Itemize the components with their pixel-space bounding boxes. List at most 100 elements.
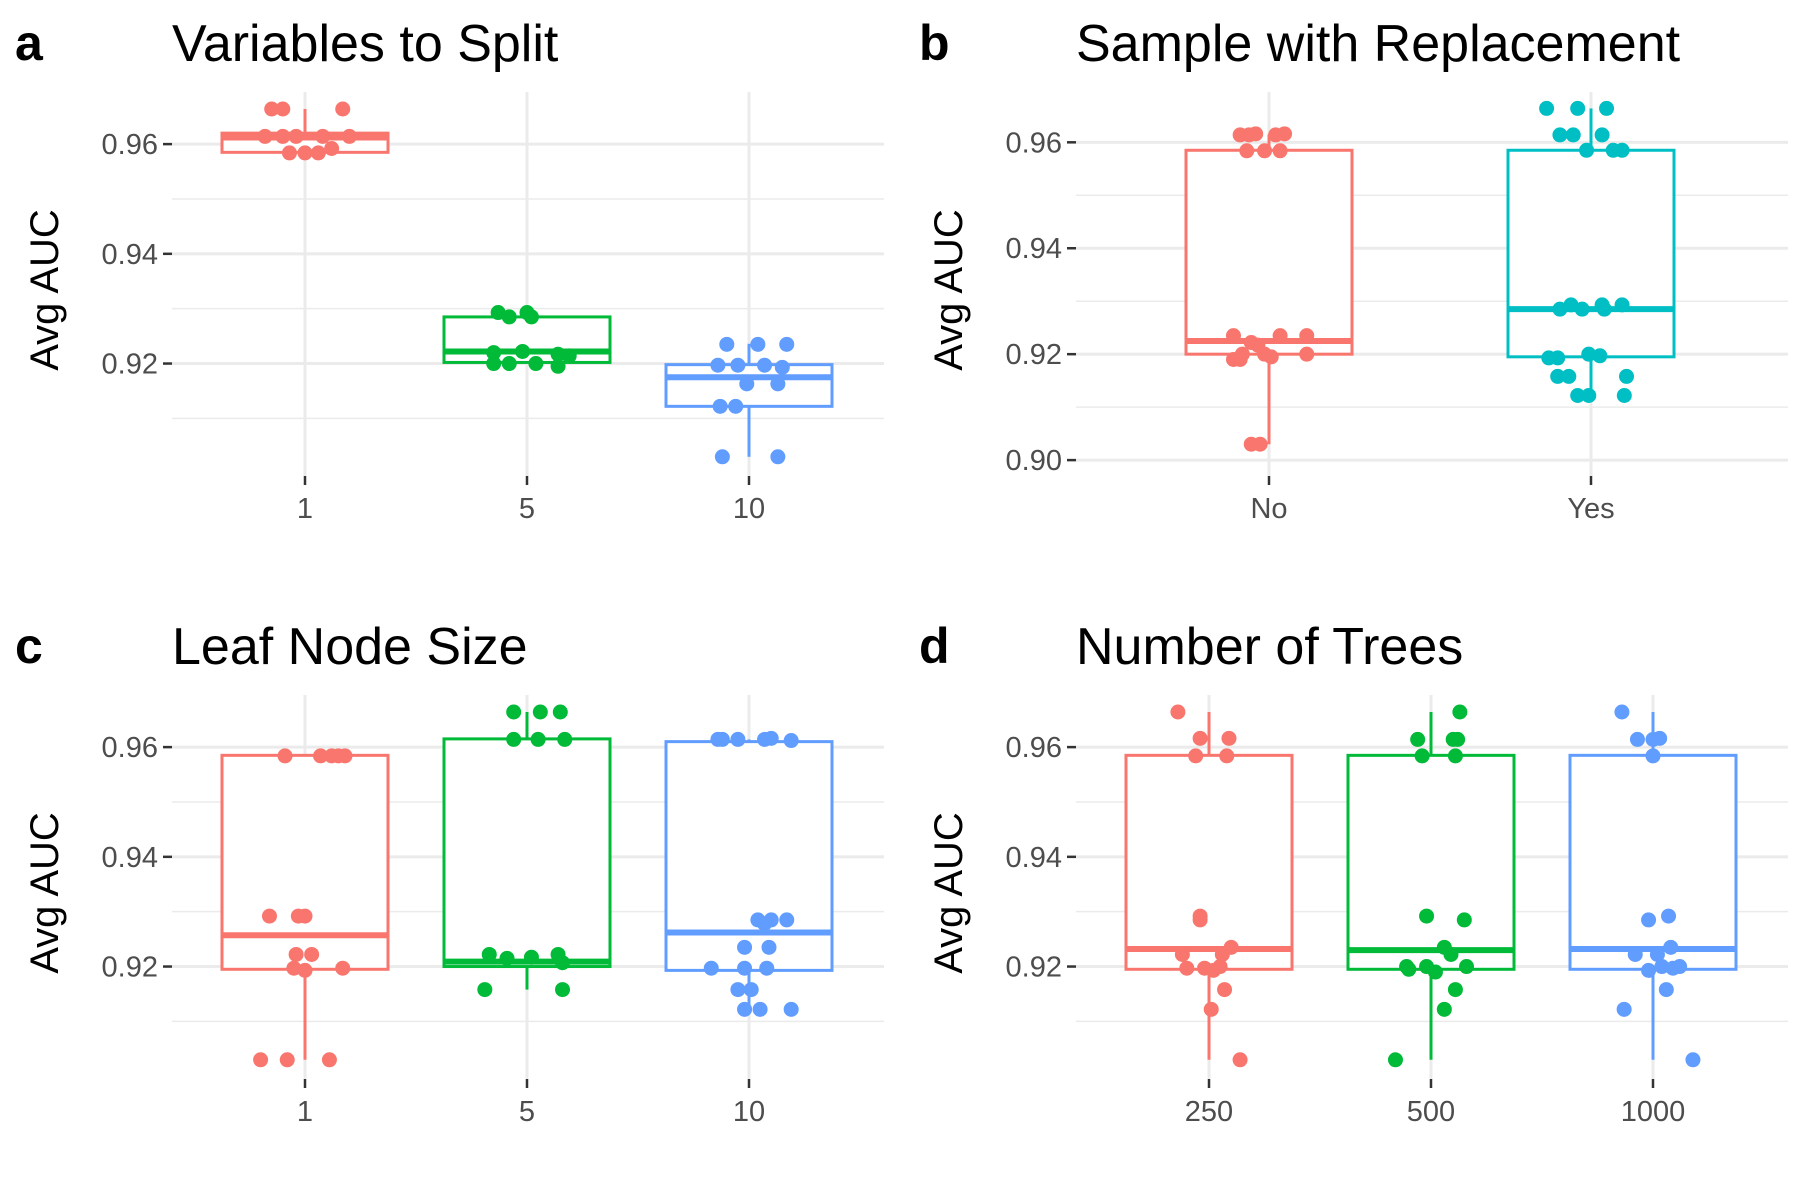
data-point [712,398,728,414]
data-point [1581,387,1597,403]
box-No [1184,134,1354,445]
y-tick-label: 0.94 [1006,842,1062,874]
data-point [1550,350,1566,366]
data-point [486,345,502,361]
data-point [1658,982,1674,998]
data-point [477,982,493,998]
data-point [506,704,522,720]
data-point [501,309,517,325]
x-tick-label: 1000 [1621,1096,1686,1128]
data-point [710,357,726,373]
data-point [1539,100,1555,116]
box-250 [1124,712,1294,1060]
data-point [555,955,571,971]
data-point [1570,387,1586,403]
y-tick-label: 0.92 [102,349,158,381]
data-point [1447,748,1463,764]
data-point [1217,982,1233,998]
data-point [1661,908,1677,924]
data-point [1570,100,1586,116]
panel-title: Number of Trees [1076,618,1464,676]
data-point [1170,704,1186,720]
data-point [561,348,577,364]
data-point [286,960,302,976]
data-point [1214,946,1230,962]
box-iqr [1124,753,1294,971]
data-point [1616,387,1632,403]
panel-letter: a [15,15,43,71]
data-point [337,748,353,764]
box-5 [442,712,612,990]
panel-title: Variables to Split [172,15,559,73]
data-point [739,376,755,392]
panel-c: c Leaf Node Size 0.92 0.94 0.96 Avg AUC 1 5 10 [0,603,900,1203]
data-point [779,336,795,352]
data-point [1252,436,1268,452]
x-tick-label: Yes [1567,493,1614,525]
panel-letter: c [15,618,43,674]
data-point [1419,908,1435,924]
data-point [499,950,515,966]
panel-b: b Sample with Replacement 0.90 0.92 0.94 0.… [904,0,1800,600]
panel-letter: d [919,618,950,674]
data-point [719,336,735,352]
data-point [759,960,775,976]
data-point [1192,912,1208,928]
y-tick-label: 0.96 [1006,127,1062,159]
data-point [1594,127,1610,143]
panel-title: Sample with Replacement [1076,15,1681,73]
data-point [1685,1052,1701,1068]
data-point [321,1052,337,1068]
box-iqr [1568,753,1738,971]
data-point [1614,704,1630,720]
box-iqr [442,737,612,969]
box-plot: 0.90 0.92 0.94 0.96 Avg AUC No Yes [927,92,1788,525]
box-iqr [1184,148,1354,356]
data-point [1239,143,1255,159]
x-tick-label: 1 [297,1096,313,1128]
data-point [313,748,329,764]
data-point [1561,368,1577,384]
data-point [752,1001,768,1017]
data-point [783,733,799,749]
x-tick-label: 5 [519,493,535,525]
data-point [1579,142,1595,158]
data-point [1616,1001,1632,1017]
box-10 [664,343,834,457]
y-tick-label: 0.96 [1006,732,1062,764]
data-point [1192,730,1208,746]
data-point [288,128,304,144]
data-point [730,982,746,998]
data-point [532,704,548,720]
x-tick-label: No [1250,493,1287,525]
data-point [714,449,730,465]
data-point [1641,962,1657,978]
data-point [783,1001,799,1017]
data-point [1599,100,1615,116]
data-point [557,731,573,747]
data-point [341,128,357,144]
data-point [506,731,522,747]
data-point [750,336,766,352]
data-point [335,960,351,976]
data-point [550,346,566,362]
box-plot: 0.92 0.94 0.96 Avg AUC 1 5 10 [23,92,884,525]
data-point [304,946,320,962]
y-tick-label: 0.92 [102,952,158,984]
data-point [761,939,777,955]
data-point [315,128,331,144]
data-point [279,1052,295,1068]
data-point [1299,328,1315,344]
data-point [501,356,517,372]
data-point [703,960,719,976]
box-1000 [1568,712,1738,1060]
x-tick-label: 250 [1185,1096,1233,1128]
data-point [1649,946,1665,962]
data-point [1232,351,1248,367]
data-point [530,731,546,747]
data-point [730,357,746,373]
data-point [1452,704,1468,720]
data-point [1205,962,1221,978]
y-axis-label: Avg AUC [23,812,67,974]
